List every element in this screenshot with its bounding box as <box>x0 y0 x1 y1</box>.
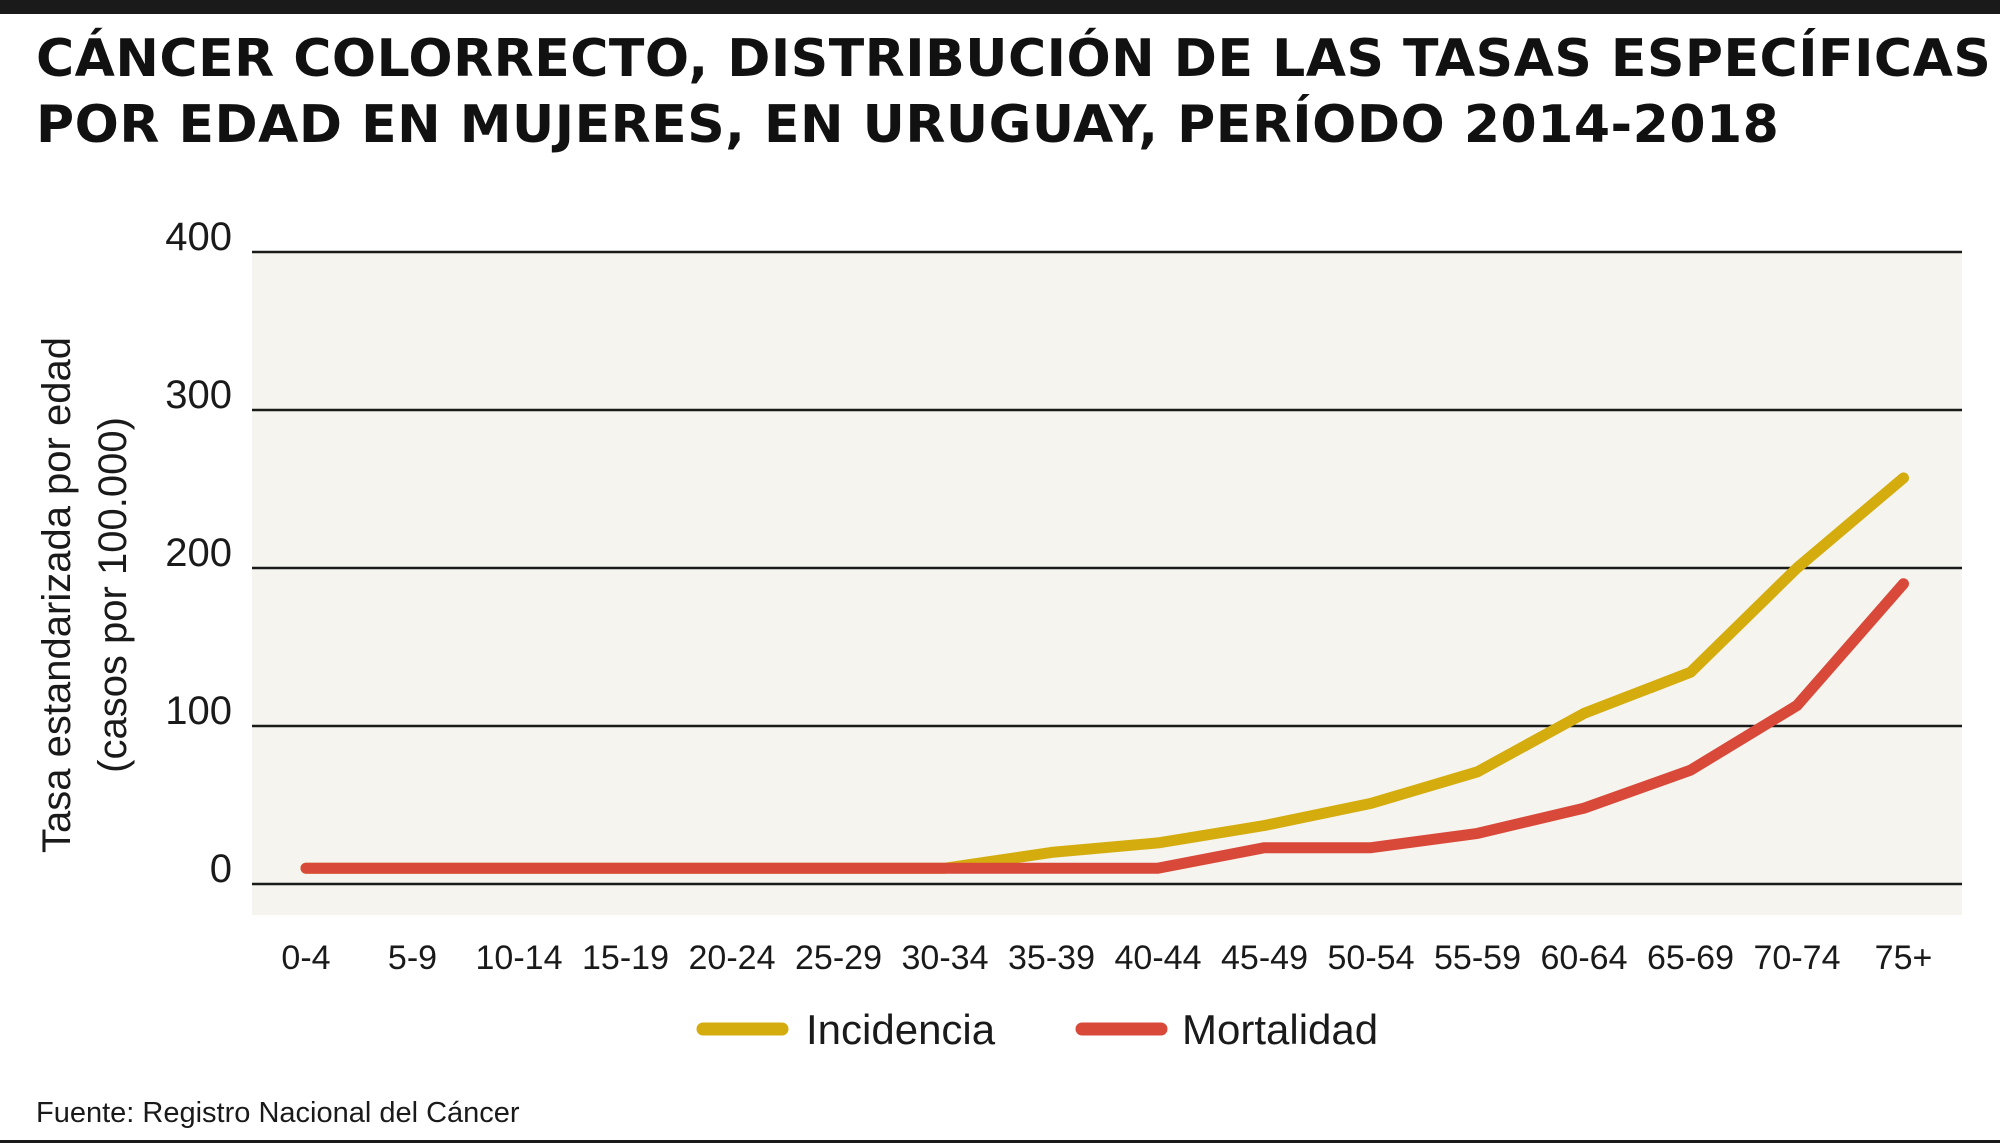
legend-label-mortalidad: Mortalidad <box>1182 1006 1378 1053</box>
x-tick-label-55-59: 55-59 <box>1434 939 1521 977</box>
y-tick-label-200: 200 <box>165 531 232 575</box>
source-note: Fuente: Registro Nacional del Cáncer <box>36 1097 520 1129</box>
x-tick-label-0-4: 0-4 <box>281 939 330 977</box>
x-tick-label-15-19: 15-19 <box>582 939 669 977</box>
top-rule <box>0 0 2000 14</box>
chart-title: CÁNCER COLORRECTO, DISTRIBUCIÓN DE LAS T… <box>36 26 1992 158</box>
x-tick-label-10-14: 10-14 <box>476 939 563 977</box>
legend-label-incidencia: Incidencia <box>806 1006 996 1053</box>
x-tick-label-65-69: 65-69 <box>1647 939 1734 977</box>
x-tick-label-45-49: 45-49 <box>1221 939 1308 977</box>
bottom-rule <box>0 1140 2000 1143</box>
x-tick-label-70-74: 70-74 <box>1754 939 1841 977</box>
data-series <box>300 472 1909 874</box>
y-axis-label-line-1: Tasa estandarizada por edad <box>35 337 79 853</box>
x-tick-label-50-54: 50-54 <box>1328 939 1415 977</box>
y-axis-tick-labels: 0 100 200 300 400 <box>165 215 232 891</box>
legend: Incidencia Mortalidad <box>696 1006 1378 1053</box>
y-axis-label-line-2: (casos por 100.000) <box>91 417 135 773</box>
chart-title-line-1: CÁNCER COLORRECTO, DISTRIBUCIÓN DE LAS T… <box>36 29 1992 89</box>
x-tick-label-30-34: 30-34 <box>902 939 989 977</box>
chart-title-line-2: POR EDAD EN MUJERES, EN URUGUAY, PERÍODO… <box>36 95 1780 155</box>
x-tick-label-25-29: 25-29 <box>795 939 882 977</box>
y-tick-label-400: 400 <box>165 215 232 259</box>
x-tick-label-5-9: 5-9 <box>388 939 437 977</box>
x-tick-label-60-64: 60-64 <box>1541 939 1628 977</box>
y-tick-label-0: 0 <box>210 847 232 891</box>
y-tick-label-300: 300 <box>165 373 232 417</box>
plot-background <box>252 252 1962 915</box>
x-tick-label-40-44: 40-44 <box>1115 939 1202 977</box>
x-tick-label-20-24: 20-24 <box>689 939 776 977</box>
x-axis-tick-labels: 0-4 5-9 10-14 15-19 20-24 25-29 30-34 35-39 40-4… <box>281 939 1932 977</box>
x-tick-label-35-39: 35-39 <box>1008 939 1095 977</box>
x-tick-label-75+: 75+ <box>1875 939 1933 977</box>
series-line-mortalidad <box>300 578 1909 874</box>
y-tick-label-100: 100 <box>165 689 232 733</box>
gridlines <box>252 250 1962 886</box>
